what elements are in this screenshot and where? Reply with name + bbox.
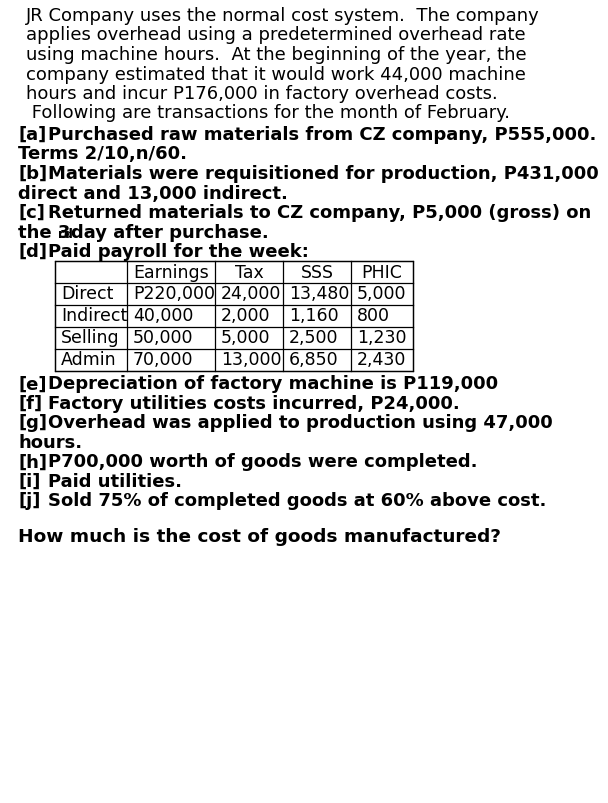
Text: the 3: the 3 xyxy=(18,223,71,241)
Text: applies overhead using a predetermined overhead rate: applies overhead using a predetermined o… xyxy=(26,26,526,44)
Text: Direct: Direct xyxy=(61,285,113,303)
Text: Paid utilities.: Paid utilities. xyxy=(48,472,182,491)
Text: 1,160: 1,160 xyxy=(289,307,339,325)
Text: [d]: [d] xyxy=(18,243,47,261)
Text: 2,430: 2,430 xyxy=(357,351,406,369)
Text: [b]: [b] xyxy=(18,165,47,183)
Text: SSS: SSS xyxy=(300,263,334,281)
Text: 70,000: 70,000 xyxy=(133,351,193,369)
Text: Earnings: Earnings xyxy=(133,263,209,281)
Text: Factory utilities costs incurred, P24,000.: Factory utilities costs incurred, P24,00… xyxy=(48,394,460,413)
Text: Following are transactions for the month of February.: Following are transactions for the month… xyxy=(26,104,510,122)
Text: Admin: Admin xyxy=(61,351,117,369)
Text: Depreciation of factory machine is P119,000: Depreciation of factory machine is P119,… xyxy=(48,375,498,393)
Text: Indirect: Indirect xyxy=(61,307,127,325)
Text: Paid payroll for the week:: Paid payroll for the week: xyxy=(48,243,309,261)
Text: 800: 800 xyxy=(357,307,390,325)
Text: direct and 13,000 indirect.: direct and 13,000 indirect. xyxy=(18,184,288,202)
Text: 50,000: 50,000 xyxy=(133,329,193,347)
Text: hours.: hours. xyxy=(18,434,82,451)
Text: [h]: [h] xyxy=(18,453,47,471)
Text: JR Company uses the normal cost system.  The company: JR Company uses the normal cost system. … xyxy=(26,7,540,25)
Bar xyxy=(55,261,413,371)
Text: using machine hours.  At the beginning of the year, the: using machine hours. At the beginning of… xyxy=(26,46,527,64)
Text: P220,000: P220,000 xyxy=(133,285,215,303)
Text: Purchased raw materials from CZ company, P555,000.: Purchased raw materials from CZ company,… xyxy=(48,126,596,144)
Text: rd: rd xyxy=(58,228,73,241)
Text: 13,000: 13,000 xyxy=(221,351,282,369)
Text: [i]: [i] xyxy=(18,472,40,491)
Text: Selling: Selling xyxy=(61,329,120,347)
Text: 13,480: 13,480 xyxy=(289,285,350,303)
Text: 5,000: 5,000 xyxy=(357,285,407,303)
Text: hours and incur P176,000 in factory overhead costs.: hours and incur P176,000 in factory over… xyxy=(26,85,498,103)
Text: [j]: [j] xyxy=(18,492,40,510)
Text: 6,850: 6,850 xyxy=(289,351,339,369)
Text: day after purchase.: day after purchase. xyxy=(71,223,269,241)
Text: Sold 75% of completed goods at 60% above cost.: Sold 75% of completed goods at 60% above… xyxy=(48,492,547,510)
Text: 40,000: 40,000 xyxy=(133,307,193,325)
Text: [g]: [g] xyxy=(18,414,47,432)
Text: Materials were requisitioned for production, P431,000: Materials were requisitioned for product… xyxy=(48,165,599,183)
Text: [a]: [a] xyxy=(18,126,46,144)
Text: 5,000: 5,000 xyxy=(221,329,271,347)
Text: company estimated that it would work 44,000 machine: company estimated that it would work 44,… xyxy=(26,65,526,84)
Text: P700,000 worth of goods were completed.: P700,000 worth of goods were completed. xyxy=(48,453,477,471)
Text: How much is the cost of goods manufactured?: How much is the cost of goods manufactur… xyxy=(18,528,501,545)
Text: Overhead was applied to production using 47,000: Overhead was applied to production using… xyxy=(48,414,553,432)
Text: PHIC: PHIC xyxy=(362,263,402,281)
Text: Tax: Tax xyxy=(235,263,263,281)
Text: [c]: [c] xyxy=(18,204,45,222)
Text: 24,000: 24,000 xyxy=(221,285,282,303)
Text: 1,230: 1,230 xyxy=(357,329,407,347)
Text: [e]: [e] xyxy=(18,375,46,393)
Text: Returned materials to CZ company, P5,000 (gross) on: Returned materials to CZ company, P5,000… xyxy=(48,204,591,222)
Text: Terms 2/10,n/60.: Terms 2/10,n/60. xyxy=(18,145,187,163)
Text: [f]: [f] xyxy=(18,394,42,413)
Text: 2,500: 2,500 xyxy=(289,329,339,347)
Text: 2,000: 2,000 xyxy=(221,307,271,325)
